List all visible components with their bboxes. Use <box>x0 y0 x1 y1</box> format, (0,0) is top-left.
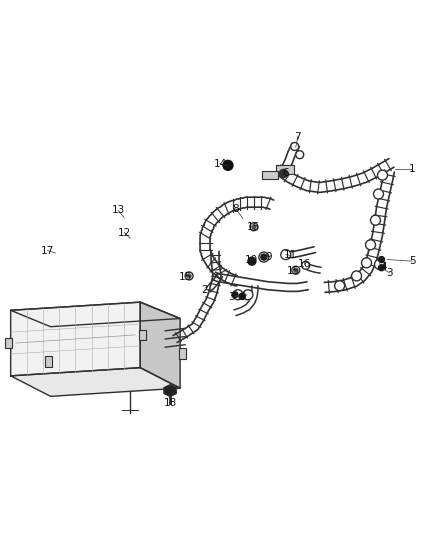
Text: 9: 9 <box>240 292 246 302</box>
Circle shape <box>361 258 371 268</box>
Text: 1: 1 <box>409 164 416 174</box>
Circle shape <box>259 252 269 262</box>
FancyBboxPatch shape <box>179 348 186 359</box>
Circle shape <box>352 271 361 281</box>
Text: 13: 13 <box>112 205 125 215</box>
Circle shape <box>378 256 385 263</box>
Circle shape <box>296 151 304 159</box>
Text: 3: 3 <box>386 268 393 278</box>
Text: 4: 4 <box>380 262 387 272</box>
Polygon shape <box>11 302 140 376</box>
Circle shape <box>281 249 291 260</box>
Text: 18: 18 <box>163 398 177 408</box>
Polygon shape <box>164 385 176 397</box>
Bar <box>276 165 294 174</box>
Text: 15: 15 <box>247 222 261 232</box>
Text: 5: 5 <box>409 256 416 266</box>
Polygon shape <box>140 302 180 388</box>
Circle shape <box>335 281 345 290</box>
FancyBboxPatch shape <box>5 338 12 349</box>
Circle shape <box>252 225 256 229</box>
FancyBboxPatch shape <box>139 329 146 340</box>
Polygon shape <box>11 302 180 327</box>
Text: 10: 10 <box>244 255 258 265</box>
Circle shape <box>185 272 193 280</box>
Text: 9: 9 <box>265 252 272 262</box>
Circle shape <box>233 290 243 300</box>
Text: 16: 16 <box>298 260 311 270</box>
Circle shape <box>232 292 238 298</box>
Text: 2: 2 <box>202 285 208 295</box>
Bar <box>262 171 278 179</box>
Text: 15: 15 <box>178 272 192 282</box>
Circle shape <box>302 261 310 269</box>
Circle shape <box>374 189 384 199</box>
Circle shape <box>378 170 388 180</box>
Circle shape <box>239 293 245 300</box>
Text: 3: 3 <box>229 292 235 302</box>
Circle shape <box>291 142 299 150</box>
Circle shape <box>248 257 256 265</box>
Circle shape <box>366 240 375 250</box>
Circle shape <box>294 268 298 272</box>
Circle shape <box>292 266 300 274</box>
Circle shape <box>261 254 267 260</box>
Circle shape <box>250 223 258 231</box>
Text: 6: 6 <box>283 168 289 177</box>
Text: 14: 14 <box>213 159 226 169</box>
Text: 11: 11 <box>284 251 297 261</box>
Text: 7: 7 <box>294 132 301 142</box>
FancyBboxPatch shape <box>45 356 52 367</box>
Circle shape <box>243 290 253 300</box>
Text: 15: 15 <box>287 266 300 276</box>
Text: 17: 17 <box>41 246 54 255</box>
Circle shape <box>378 265 385 271</box>
Circle shape <box>223 160 233 171</box>
Circle shape <box>371 215 381 225</box>
Text: 8: 8 <box>233 204 239 214</box>
Text: 12: 12 <box>118 228 131 238</box>
Circle shape <box>187 274 191 278</box>
Polygon shape <box>11 368 180 397</box>
Circle shape <box>374 260 385 270</box>
